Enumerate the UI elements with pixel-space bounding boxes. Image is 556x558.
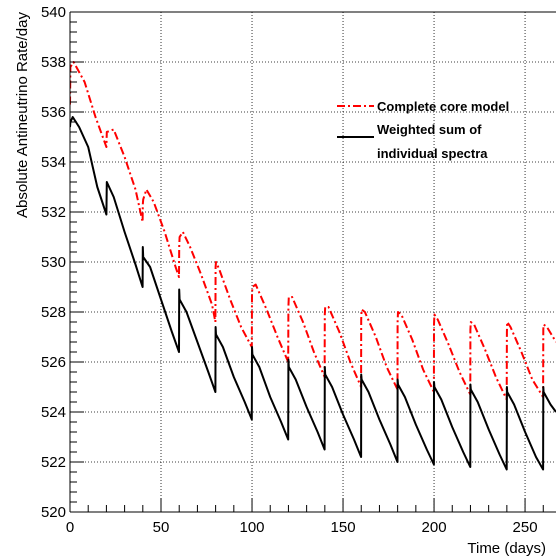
y-tick-label: 538 <box>41 54 66 71</box>
legend-label-weighted-sum: Weighted sum of individual spectra <box>377 122 488 161</box>
legend: Complete core model Weighted sum of indiv… <box>337 99 509 161</box>
y-tick-label: 528 <box>41 304 66 321</box>
x-tick-label: 200 <box>422 519 447 536</box>
series-line-weighted-sum <box>70 116 556 471</box>
x-tick-label: 0 <box>66 519 74 536</box>
y-tick-label: 534 <box>41 154 66 171</box>
axes-ticks: 0 50 100 150 200 250 520 522 524 526 528 530 532 534 5… <box>41 4 544 536</box>
y-tick-label: 530 <box>41 254 66 271</box>
y-tick-label: 532 <box>41 204 66 221</box>
x-tick-label: 100 <box>240 519 265 536</box>
grid <box>70 12 556 512</box>
y-axis-title: Absolute Antineutrino Rate/day <box>14 12 31 218</box>
x-tick-label: 150 <box>331 519 356 536</box>
x-axis-title: Time (days) <box>467 540 546 557</box>
y-tick-label: 536 <box>41 104 66 121</box>
y-tick-label: 540 <box>41 4 66 21</box>
y-tick-label: 522 <box>41 454 66 471</box>
series-line-complete-core-model <box>70 61 556 401</box>
legend-label-complete-core-model: Complete core model <box>377 99 509 114</box>
x-tick-label: 250 <box>513 519 538 536</box>
x-tick-label: 50 <box>153 519 170 536</box>
y-tick-label: 520 <box>41 504 66 521</box>
y-tick-label: 524 <box>41 404 66 421</box>
y-tick-label: 526 <box>41 354 66 371</box>
plot-area <box>70 61 556 471</box>
